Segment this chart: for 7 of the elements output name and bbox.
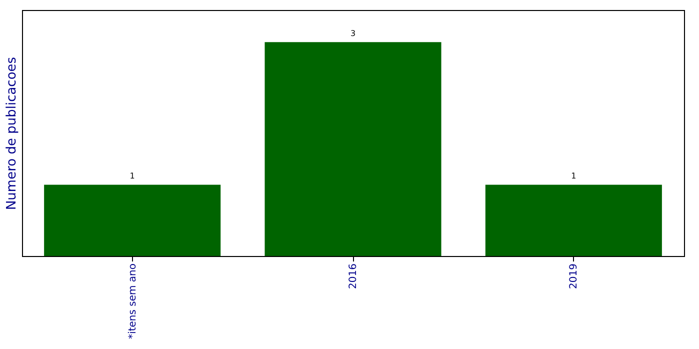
x-tick-label: *itens sem ano xyxy=(127,264,138,339)
x-tick-label: 2019 xyxy=(568,264,580,289)
data-label: 3 xyxy=(350,29,356,38)
data-label: 1 xyxy=(130,172,135,181)
data-label: 1 xyxy=(571,172,576,181)
y-axis-title: Numero de publicacoes xyxy=(4,56,20,210)
x-tick-label: 2016 xyxy=(348,264,359,289)
